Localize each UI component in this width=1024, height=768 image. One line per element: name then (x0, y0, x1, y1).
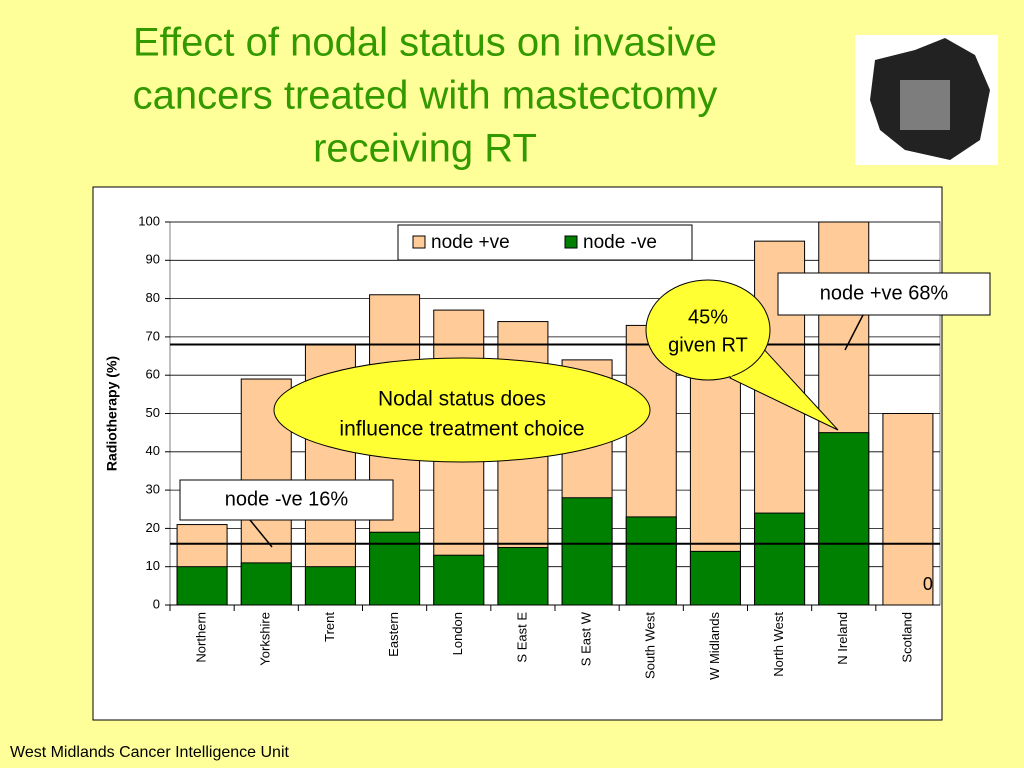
legend-label: node +ve (431, 232, 510, 253)
callout (645, 279, 771, 381)
y-tick-label: 10 (146, 558, 160, 573)
pointer (249, 519, 273, 548)
x-tick-label: South West (643, 612, 658, 679)
bar (625, 516, 677, 606)
bar (240, 562, 292, 606)
x-tick-label: W Midlands (707, 612, 722, 680)
callout-text: given RT (668, 334, 748, 356)
logo (855, 35, 998, 165)
legend-swatch (564, 235, 578, 249)
reference-box (777, 272, 991, 316)
bar (818, 432, 870, 606)
legend (397, 224, 693, 261)
data-label: 0 (923, 574, 933, 594)
x-tick-label: S East E (514, 612, 529, 663)
bar (433, 554, 485, 606)
bar (497, 547, 549, 606)
callout-text: 45% (688, 306, 728, 328)
x-tick-label: Yorkshire (258, 612, 273, 666)
pointer (844, 314, 864, 351)
x-tick-label: Northern (194, 612, 209, 663)
callout-cover (728, 343, 760, 378)
reference-box (179, 479, 394, 521)
y-tick-label: 50 (146, 405, 160, 420)
chart-title: Effect of nodal status on invasive (133, 21, 717, 65)
y-tick-label: 70 (146, 328, 160, 343)
x-tick-label: S East W (579, 611, 594, 666)
y-tick-label: 60 (146, 367, 160, 382)
legend-label: node -ve (583, 232, 657, 253)
footer: West Midlands Cancer Intelligence Unit (10, 744, 290, 761)
x-tick-label: Scotland (899, 612, 914, 663)
y-tick-label: 0 (153, 596, 160, 611)
callout-text: influence treatment choice (339, 418, 584, 441)
bar (561, 497, 613, 606)
y-axis-label: Radiotherapy (%) (104, 356, 120, 471)
x-tick-label: N Ireland (835, 612, 850, 665)
callout (273, 357, 651, 463)
bar (754, 512, 806, 606)
x-tick-label: North West (771, 612, 786, 677)
y-tick-label: 80 (146, 290, 160, 305)
chart-title: receiving RT (313, 127, 537, 171)
x-tick-label: Eastern (386, 612, 401, 657)
reference-label: node -ve 16% (225, 488, 349, 510)
bar (689, 550, 741, 606)
y-tick-label: 40 (146, 443, 160, 458)
bar (882, 413, 934, 606)
legend-swatch (412, 235, 426, 249)
bar (176, 566, 228, 606)
y-tick-label: 30 (146, 482, 160, 497)
y-tick-label: 100 (138, 213, 160, 228)
x-tick-label: London (450, 612, 465, 655)
bar (304, 566, 356, 606)
y-tick-label: 20 (146, 520, 160, 535)
x-tick-label: Trent (322, 612, 337, 642)
callout-text: Nodal status does (378, 388, 546, 411)
y-tick-label: 90 (146, 252, 160, 267)
chart-title: cancers treated with mastectomy (133, 74, 718, 118)
reference-label: node +ve 68% (820, 282, 949, 304)
